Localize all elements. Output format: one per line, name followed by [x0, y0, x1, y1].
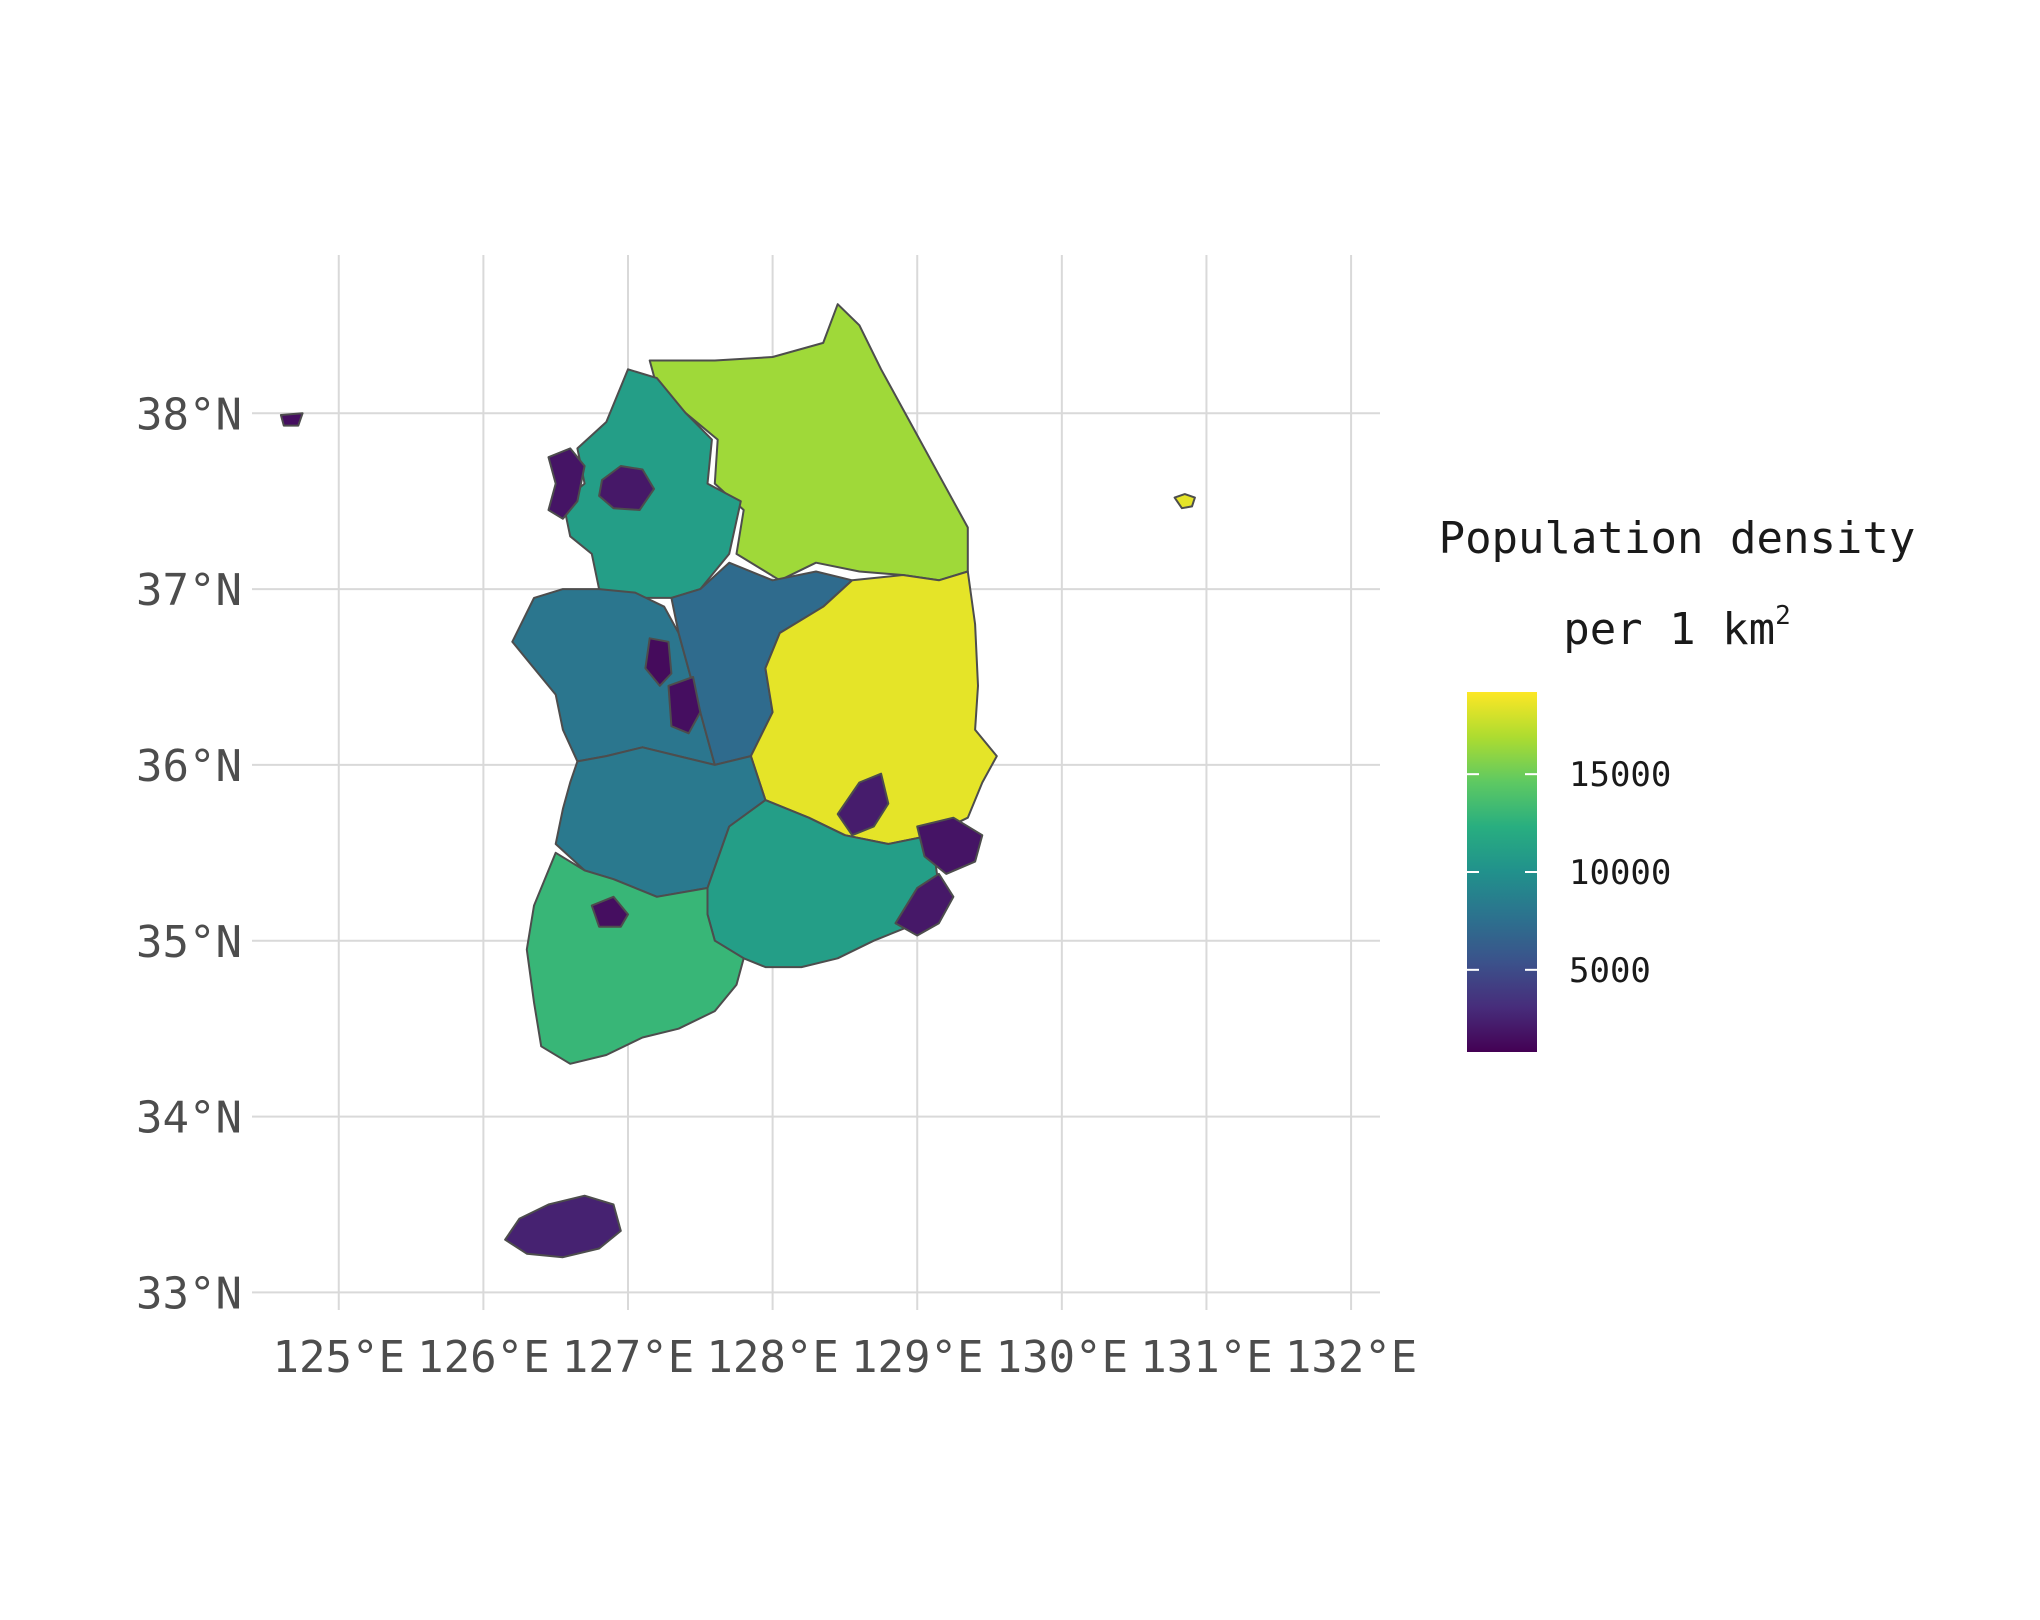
x-tick-label-129: 129°E: [851, 1332, 983, 1383]
region-busan: [894, 872, 955, 937]
x-tick-label-128: 128°E: [706, 1332, 838, 1383]
region-baengnyeong: [279, 412, 304, 427]
legend-tick-label-10000: 10000: [1569, 853, 1671, 893]
legend: Population density per 1 km2 5000 10000 15…: [1439, 513, 1916, 1052]
y-tick-label-34: 34°N: [136, 1093, 242, 1144]
region-ulsan: [916, 816, 984, 875]
region-gwangju: [590, 895, 629, 928]
region-sejong: [644, 637, 673, 687]
region-daejeon: [667, 676, 702, 735]
x-tick-label-130: 130°E: [996, 1332, 1128, 1383]
legend-tick-label-5000: 5000: [1569, 951, 1651, 991]
legend-tick-label-15000: 15000: [1569, 755, 1671, 795]
legend-title-line1: Population density: [1439, 513, 1916, 564]
region-daegu: [836, 772, 890, 837]
legend-ticks: 5000 10000 15000: [1467, 755, 1671, 991]
x-tick-label-132: 132°E: [1285, 1332, 1417, 1383]
legend-title-superscript: 2: [1775, 601, 1791, 631]
legend-title-line2: per 1 km2: [1563, 601, 1791, 655]
y-tick-label-35: 35°N: [136, 917, 242, 968]
region-seoul: [598, 465, 655, 511]
region-incheon: [547, 447, 586, 520]
legend-title-unit: per 1 km: [1563, 604, 1775, 655]
x-tick-label-131: 131°E: [1140, 1332, 1272, 1383]
axis-labels: 125°E 126°E 127°E 128°E 129°E 130°E 131°E 132°E…: [136, 389, 1417, 1383]
x-tick-label-126: 126°E: [417, 1332, 549, 1383]
region-jeju: [504, 1194, 622, 1259]
y-tick-label-37: 37°N: [136, 565, 242, 616]
y-tick-label-36: 36°N: [136, 741, 242, 792]
y-tick-label-38: 38°N: [136, 389, 242, 440]
x-tick-label-127: 127°E: [562, 1332, 694, 1383]
region-ulleungdo: [1173, 493, 1196, 510]
x-tick-label-125: 125°E: [273, 1332, 405, 1383]
region-jeonnam: [525, 851, 745, 1065]
y-tick-label-33: 33°N: [136, 1268, 242, 1319]
regions: [279, 303, 1196, 1259]
